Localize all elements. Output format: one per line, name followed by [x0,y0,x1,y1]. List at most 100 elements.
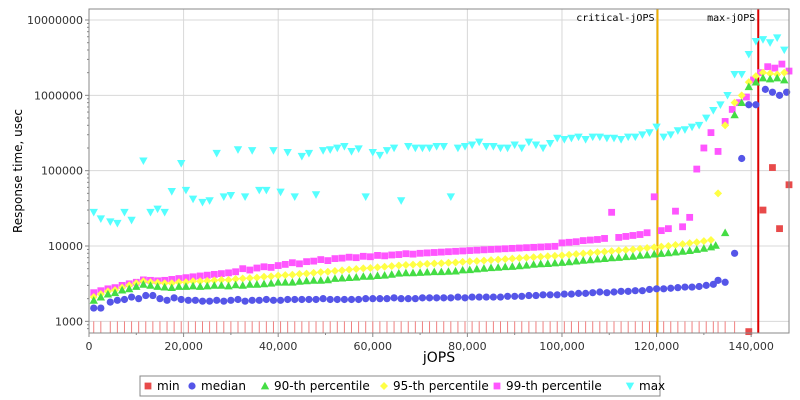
data-point [366,264,375,273]
data-point [603,289,611,297]
data-point [638,287,646,295]
data-point [89,208,98,217]
data-point [501,262,510,271]
data-point [309,268,318,277]
data-point [751,38,761,46]
data-point [132,282,141,290]
data-point [681,283,689,291]
data-point [475,138,484,147]
data-point [283,148,292,157]
data-point [768,88,777,96]
data-point [744,78,753,87]
data-point [737,98,746,107]
data-point [231,280,240,289]
data-point [394,269,403,277]
data-point [324,257,332,265]
data-point [288,270,297,279]
data-point [473,246,481,254]
legend-swatch [260,381,270,390]
data-point [699,244,709,252]
data-point [529,253,538,262]
legend-label: 90-th percentile [274,379,370,393]
data-point [487,256,496,265]
data-point [687,123,697,132]
data-point [586,255,595,264]
data-point [709,107,718,115]
jops-markers: critical-jOPS max-jOPS [576,9,760,333]
data-point [536,259,545,268]
data-point [160,208,169,217]
data-point [716,101,725,109]
data-point [551,242,559,250]
data-point [110,288,120,297]
data-point [557,258,567,266]
data-point [496,144,505,153]
data-point [323,267,332,276]
data-point [238,281,247,289]
data-point [262,186,271,195]
data-point [323,275,333,284]
data-point [96,215,106,223]
data-point [783,88,791,96]
data-point [330,274,340,282]
data-point [227,296,235,304]
data-point [674,284,682,292]
data-point [139,280,148,288]
data-point [759,206,767,214]
data-point [368,148,377,157]
data-point [376,295,384,303]
data-point [269,296,278,304]
data-point [174,282,184,290]
data-point [245,280,255,288]
data-point [387,262,396,271]
data-point [233,146,243,154]
data-point [531,141,541,150]
data-point [430,267,439,276]
data-point [218,270,225,278]
data-point [170,294,178,302]
data-point [472,264,482,273]
legend-swatch [380,382,388,390]
data-point [445,248,452,256]
data-point [451,258,460,267]
data-point [432,142,441,151]
data-point [203,271,211,279]
data-point [404,142,413,151]
data-point [439,142,448,151]
data-point [113,219,122,228]
data-point [260,272,268,281]
data-point [518,292,526,300]
data-point [167,283,176,292]
data-point [453,144,463,153]
data-point [536,252,545,261]
data-point [444,267,453,275]
data-point [678,247,687,255]
data-point [707,129,715,137]
data-point [581,136,590,144]
legend-swatch [493,382,501,390]
legend-label: min [157,379,180,393]
data-point [454,293,462,301]
x-tick-label: 60,000 [354,340,393,353]
data-point [181,278,190,287]
data-point [671,241,680,250]
data-point [189,273,197,281]
data-point [517,144,526,153]
data-point [465,257,474,266]
data-point [465,265,474,274]
data-point [231,274,240,283]
data-point [571,256,581,265]
data-point [622,233,630,240]
marker-label: max-jOPS [707,13,755,24]
legend-label: max [639,379,665,393]
data-point [567,134,576,143]
data-point [146,208,155,217]
data-point [750,76,757,84]
data-point [560,136,569,144]
data-point [206,297,214,305]
data-point [780,75,789,84]
data-point [182,274,190,282]
data-point [255,186,264,195]
data-point [416,249,424,257]
data-point [489,142,498,151]
